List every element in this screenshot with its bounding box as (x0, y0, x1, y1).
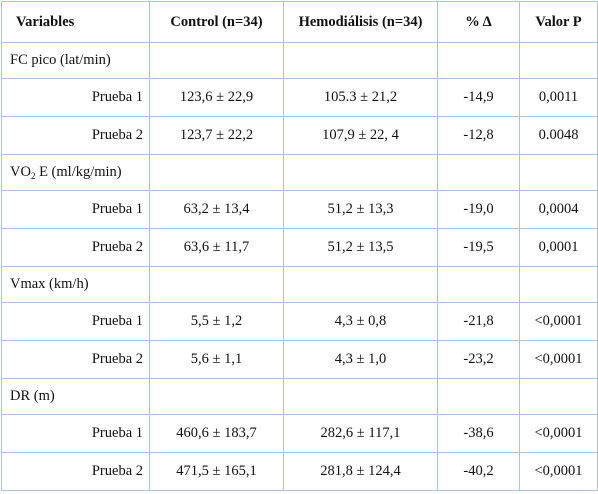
empty-cell (149, 378, 284, 415)
empty-cell (149, 266, 284, 303)
group-label-post: E (ml/kg/min) (35, 164, 122, 180)
p-value: <0,0001 (519, 302, 598, 341)
delta-value: -21,8 (437, 302, 520, 341)
hemodialisis-value: 282,6 ± 117,1 (283, 414, 438, 453)
test-label: Prueba 2 (1, 116, 150, 155)
hemodialisis-value: 51,2 ± 13,3 (283, 190, 438, 229)
group-row: Vmax (km/h) (1, 266, 598, 303)
delta-value: -19,0 (437, 190, 520, 229)
hemodialisis-value: 281,8 ± 124,4 (283, 452, 438, 491)
delta-value: -14,9 (437, 78, 520, 117)
empty-cell (519, 266, 598, 303)
header-variables: Variables (1, 1, 150, 43)
table-row: Prueba 2 5,6 ± 1,1 4,3 ± 1,0 -23,2 <0,00… (1, 340, 598, 379)
control-value: 63,2 ± 13,4 (149, 190, 284, 229)
hemodialisis-value: 107,9 ± 22, 4 (283, 116, 438, 155)
group-row: DR (m) (1, 378, 598, 415)
delta-value: -12,8 (437, 116, 520, 155)
empty-cell (437, 378, 520, 415)
empty-cell (283, 378, 438, 415)
control-value: 123,6 ± 22,9 (149, 78, 284, 117)
empty-cell (149, 42, 284, 79)
empty-cell (283, 154, 438, 191)
table-row: Prueba 1 123,6 ± 22,9 105.3 ± 21,2 -14,9… (1, 78, 598, 117)
control-value: 5,5 ± 1,2 (149, 302, 284, 341)
empty-cell (283, 266, 438, 303)
control-value: 63,6 ± 11,7 (149, 228, 284, 267)
p-value: 0,0011 (519, 78, 598, 117)
delta-value: -38,6 (437, 414, 520, 453)
p-value: <0,0001 (519, 340, 598, 379)
empty-cell (437, 154, 520, 191)
hemodialisis-value: 105.3 ± 21,2 (283, 78, 438, 117)
test-label: Prueba 1 (1, 302, 150, 341)
group-row: FC pico (lat/min) (1, 42, 598, 79)
test-label: Prueba 2 (1, 340, 150, 379)
table-row: Prueba 1 5,5 ± 1,2 4,3 ± 0,8 -21,8 <0,00… (1, 302, 598, 341)
empty-cell (519, 42, 598, 79)
group-label-pre: VO (10, 164, 31, 180)
empty-cell (149, 154, 284, 191)
group-row: VO2 E (ml/kg/min) (1, 154, 598, 191)
table-row: Prueba 2 123,7 ± 22,2 107,9 ± 22, 4 -12,… (1, 116, 598, 155)
header-delta: % Δ (437, 1, 520, 43)
table-row: Prueba 2 471,5 ± 165,1 281,8 ± 124,4 -40… (1, 452, 598, 491)
control-value: 5,6 ± 1,1 (149, 340, 284, 379)
test-label: Prueba 1 (1, 190, 150, 229)
table-row: Prueba 1 460,6 ± 183,7 282,6 ± 117,1 -38… (1, 414, 598, 453)
hemodialisis-value: 51,2 ± 13,5 (283, 228, 438, 267)
p-value: 0,0001 (519, 228, 598, 267)
test-label: Prueba 1 (1, 414, 150, 453)
test-label: Prueba 2 (1, 228, 150, 267)
test-label: Prueba 1 (1, 78, 150, 117)
control-value: 123,7 ± 22,2 (149, 116, 284, 155)
header-p-value: Valor P (519, 1, 598, 43)
empty-cell (519, 378, 598, 415)
test-label: Prueba 2 (1, 452, 150, 491)
group-label: Vmax (km/h) (1, 266, 150, 303)
empty-cell (519, 154, 598, 191)
p-value: 0,0004 (519, 190, 598, 229)
empty-cell (437, 42, 520, 79)
header-row: Variables Control (n=34) Hemodiálisis (n… (1, 1, 598, 43)
hemodialisis-value: 4,3 ± 0,8 (283, 302, 438, 341)
p-value: <0,0001 (519, 414, 598, 453)
hemodialisis-value: 4,3 ± 1,0 (283, 340, 438, 379)
table-row: Prueba 1 63,2 ± 13,4 51,2 ± 13,3 -19,0 0… (1, 190, 598, 229)
empty-cell (283, 42, 438, 79)
delta-value: -19,5 (437, 228, 520, 267)
group-label-subscript: 2 (30, 171, 36, 181)
group-label: VO2 E (ml/kg/min) (1, 154, 150, 191)
empty-cell (437, 266, 520, 303)
p-value: 0.0048 (519, 116, 598, 155)
table-row: Prueba 2 63,6 ± 11,7 51,2 ± 13,5 -19,5 0… (1, 228, 598, 267)
group-label: DR (m) (1, 378, 150, 415)
header-hemodialisis: Hemodiálisis (n=34) (283, 1, 438, 43)
control-value: 471,5 ± 165,1 (149, 452, 284, 491)
p-value: <0,0001 (519, 452, 598, 491)
header-control: Control (n=34) (149, 1, 284, 43)
delta-value: -40,2 (437, 452, 520, 491)
control-value: 460,6 ± 183,7 (149, 414, 284, 453)
delta-value: -23,2 (437, 340, 520, 379)
group-label: FC pico (lat/min) (1, 42, 150, 79)
